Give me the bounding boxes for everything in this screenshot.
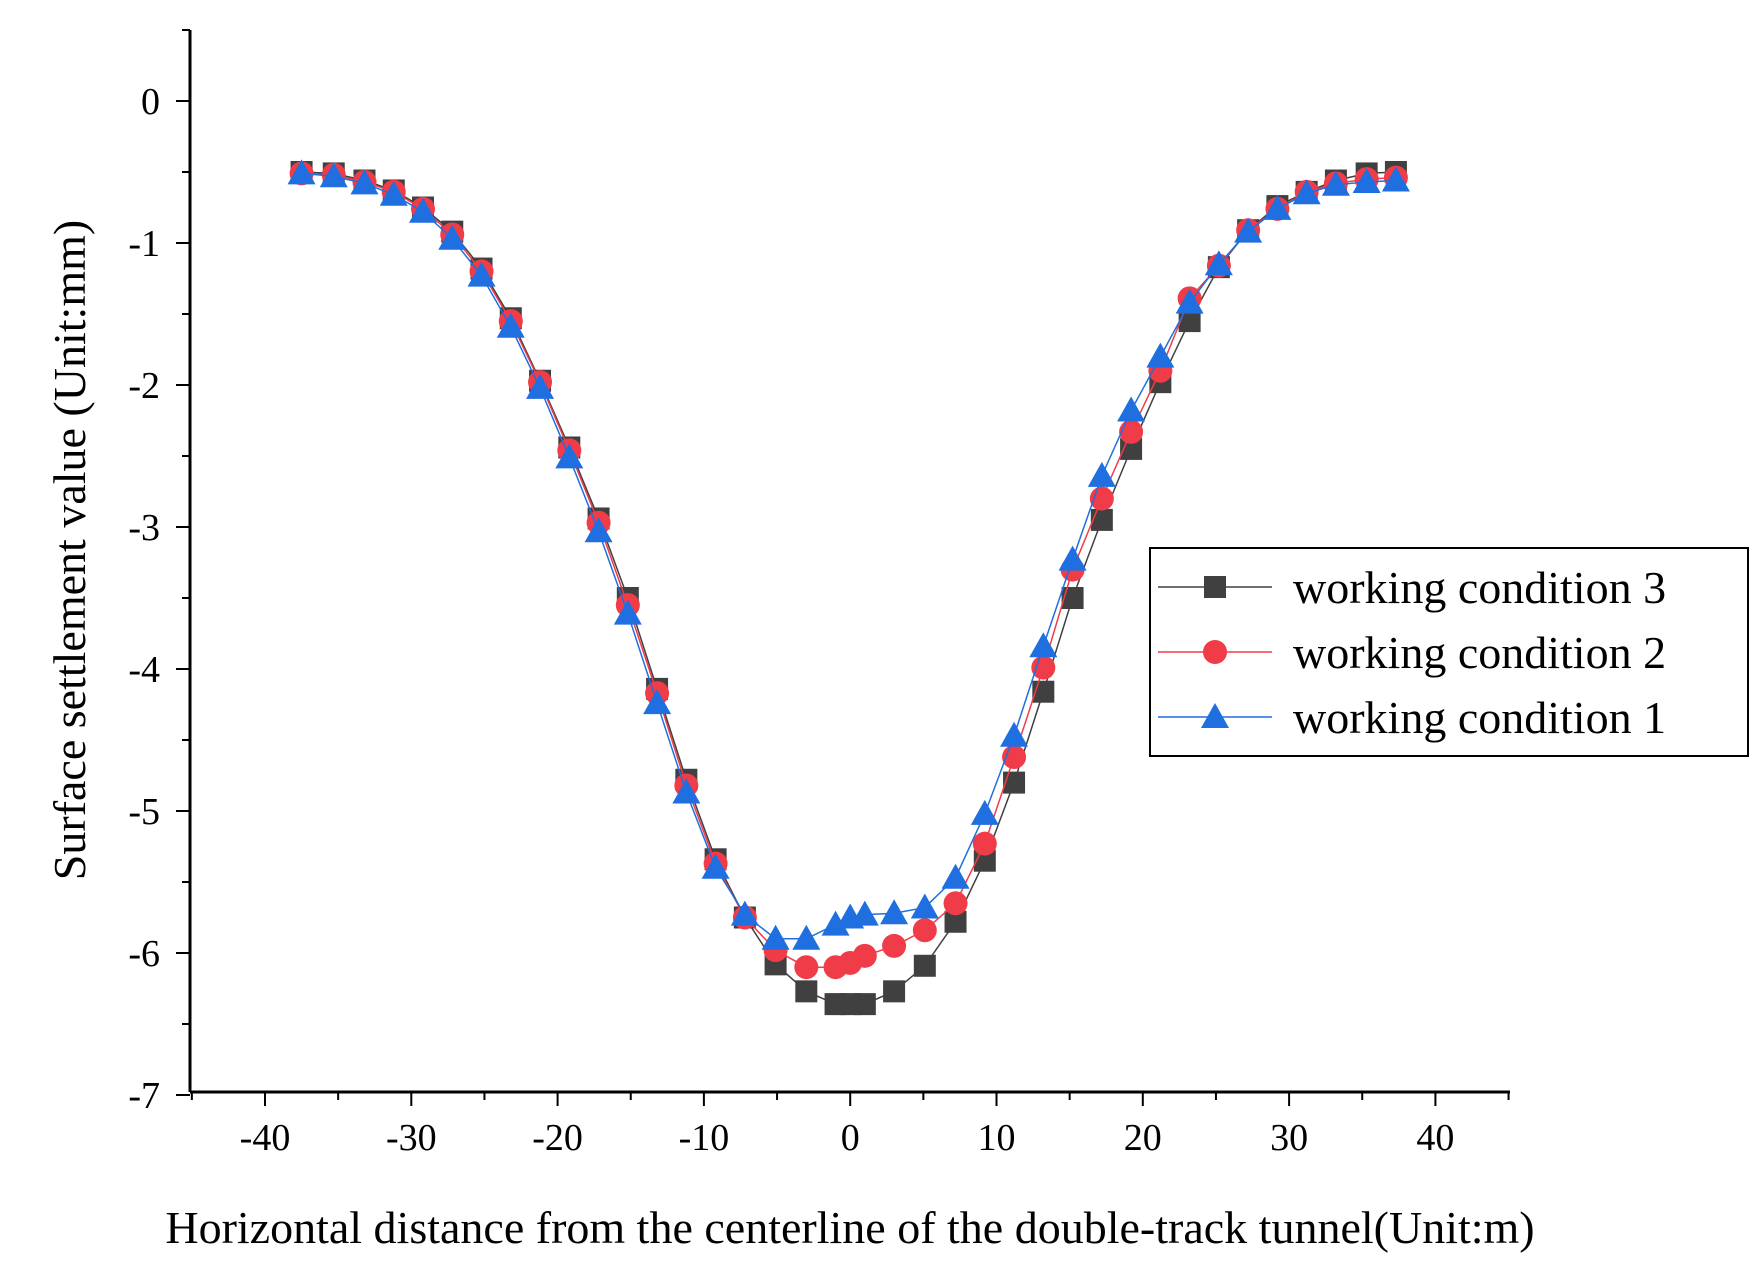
data-point bbox=[555, 443, 584, 469]
data-point bbox=[1352, 167, 1381, 193]
x-tick-label: -30 bbox=[386, 1117, 437, 1159]
data-point bbox=[1031, 655, 1056, 680]
tick-labels: -40 -30 -20 -10 0 10 20 30 40 0 -1 -2 -3 -4 -5 -6 -7 bbox=[128, 81, 1454, 1159]
y-tick-label: -6 bbox=[128, 933, 160, 975]
x-tick-label: 40 bbox=[1416, 1117, 1454, 1159]
data-point bbox=[972, 831, 997, 856]
data-point bbox=[1087, 461, 1116, 487]
y-axis-title: Surface settlement value (Unit:mm) bbox=[44, 220, 95, 880]
data-point bbox=[910, 893, 939, 919]
data-point bbox=[643, 689, 672, 715]
data-point bbox=[467, 261, 496, 287]
legend-marker bbox=[1201, 703, 1229, 728]
data-point bbox=[730, 900, 759, 926]
data-point bbox=[1029, 632, 1058, 658]
data-point bbox=[1381, 166, 1410, 192]
data-point bbox=[1204, 250, 1233, 276]
data-point bbox=[496, 312, 525, 338]
y-tick-label: -2 bbox=[128, 365, 160, 407]
data-point bbox=[672, 778, 701, 804]
data-point bbox=[613, 599, 642, 625]
data-point bbox=[792, 924, 821, 950]
data-point bbox=[438, 224, 467, 250]
data-point bbox=[584, 517, 613, 543]
data-point bbox=[1178, 310, 1201, 333]
data-point bbox=[379, 180, 408, 206]
x-tick-label: 10 bbox=[978, 1117, 1016, 1159]
x-tick-label: 30 bbox=[1270, 1117, 1308, 1159]
x-tick-label: -40 bbox=[240, 1117, 291, 1159]
data-point bbox=[850, 900, 879, 926]
x-tick-label: 20 bbox=[1124, 1117, 1162, 1159]
data-point bbox=[883, 980, 906, 1003]
data-point bbox=[1090, 508, 1113, 531]
y-tick-label: -5 bbox=[128, 791, 160, 833]
data-point bbox=[319, 162, 348, 188]
data-point bbox=[821, 910, 850, 936]
data-point bbox=[852, 943, 877, 968]
legend-item: working condition 3 bbox=[1158, 562, 1666, 613]
data-point bbox=[1119, 419, 1144, 444]
data-point bbox=[350, 169, 379, 195]
data-point bbox=[287, 159, 316, 185]
data-point bbox=[409, 197, 438, 223]
legend-item: working condition 1 bbox=[1158, 692, 1666, 743]
y-tick-label: -3 bbox=[128, 507, 160, 549]
data-point bbox=[761, 924, 790, 950]
data-point bbox=[913, 954, 936, 977]
x-tick-label: -20 bbox=[532, 1117, 583, 1159]
y-tick-label: -1 bbox=[128, 223, 160, 265]
data-point bbox=[1234, 217, 1263, 243]
data-point bbox=[1263, 194, 1292, 220]
data-point bbox=[853, 993, 876, 1016]
data-point bbox=[1003, 771, 1026, 794]
legend-item: working condition 2 bbox=[1158, 627, 1666, 678]
legend-label: working condition 2 bbox=[1293, 627, 1666, 678]
data-point bbox=[795, 980, 818, 1003]
legend-marker bbox=[1203, 640, 1227, 664]
y-tick-label: 0 bbox=[141, 81, 160, 123]
legend-label: working condition 3 bbox=[1293, 562, 1666, 613]
x-tick-label: -10 bbox=[679, 1117, 730, 1159]
data-point bbox=[944, 910, 967, 933]
legend-label: working condition 1 bbox=[1293, 692, 1666, 743]
data-point bbox=[526, 373, 555, 399]
legend-marker bbox=[1204, 576, 1226, 598]
series-3 bbox=[287, 159, 1410, 950]
data-point bbox=[794, 955, 819, 980]
data-point bbox=[943, 891, 968, 916]
data-point bbox=[941, 863, 970, 889]
data-point bbox=[1292, 179, 1321, 205]
data-point bbox=[1146, 342, 1175, 368]
ticks bbox=[176, 29, 1510, 1106]
y-tick-label: -7 bbox=[128, 1075, 160, 1117]
data-point bbox=[1321, 170, 1350, 196]
y-tick-label: -4 bbox=[128, 649, 160, 691]
data-point bbox=[1058, 545, 1087, 571]
data-point bbox=[1175, 288, 1204, 314]
data-point bbox=[970, 799, 999, 825]
x-tick-label: 0 bbox=[841, 1117, 860, 1159]
data-point bbox=[912, 918, 937, 943]
data-point bbox=[1061, 587, 1084, 609]
series-layer bbox=[287, 159, 1410, 1016]
data-point bbox=[882, 933, 907, 958]
data-point bbox=[1117, 396, 1146, 422]
data-point bbox=[1000, 721, 1029, 747]
legend: working condition 3 working condition 2 wo… bbox=[1149, 547, 1749, 757]
data-point bbox=[701, 853, 730, 879]
data-point bbox=[880, 899, 909, 925]
x-axis-title: Horizontal distance from the centerline … bbox=[165, 1202, 1534, 1253]
